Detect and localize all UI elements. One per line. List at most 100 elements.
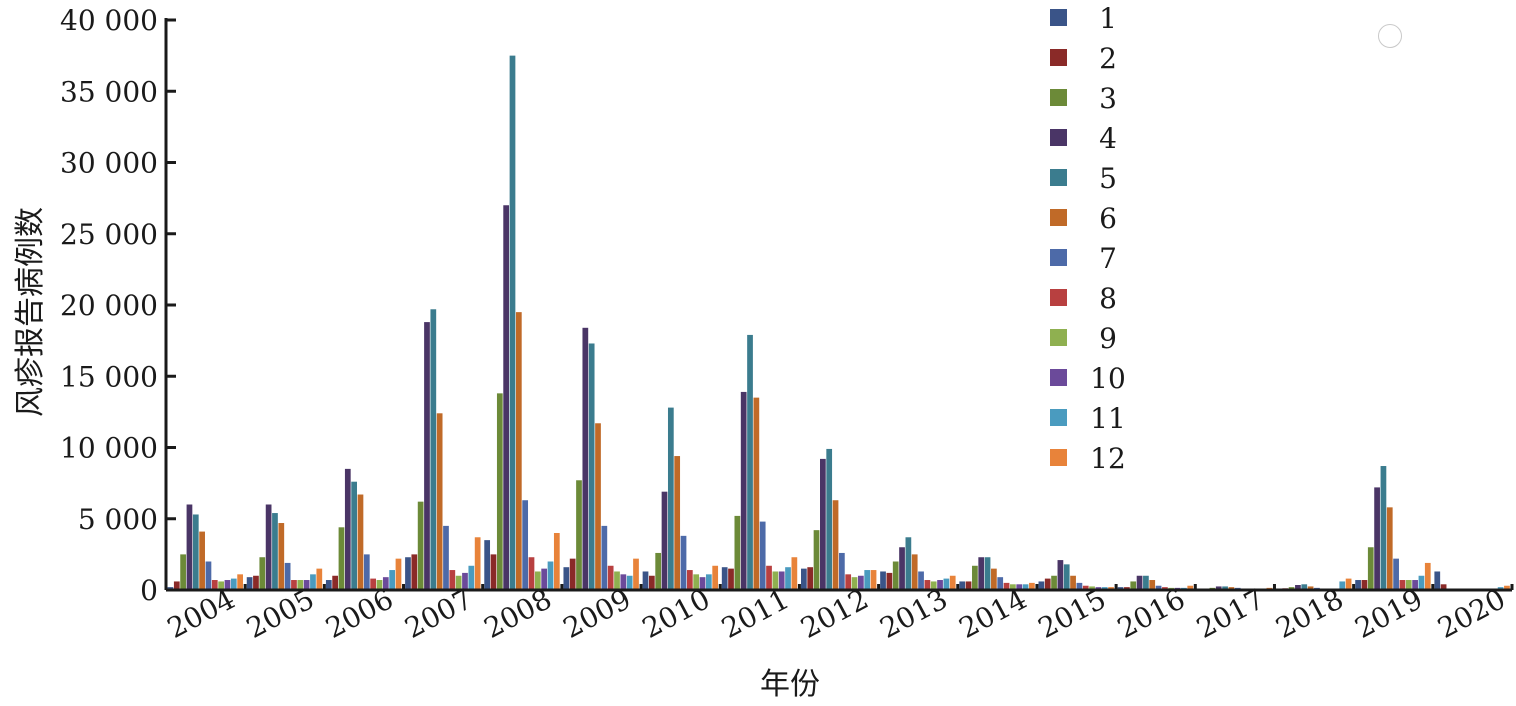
bar-2016-series-3 <box>1130 581 1137 590</box>
bar-2016-series-4 <box>1136 575 1143 590</box>
bar-2012-series-2 <box>807 567 814 590</box>
bar-2018-series-4 <box>1295 585 1301 590</box>
bar-2006-series-9 <box>376 580 383 590</box>
x-ticks-layer: 2004 2005 2006 2007 2008 2009 2010 2011 2012 2013… <box>162 582 1514 645</box>
bar-2010-series-6 <box>674 456 681 590</box>
bar-2006-series-11 <box>389 570 396 590</box>
bar-2016-series-7 <box>1155 585 1162 590</box>
bar-2011-series-7 <box>759 521 766 590</box>
x-tick-label: 2012 <box>795 582 873 645</box>
bar-2006-series-6 <box>357 494 364 590</box>
bar-2014-series-9 <box>1010 584 1016 590</box>
bar-2013-series-3 <box>892 561 899 590</box>
bar-2019-series-11 <box>1418 575 1425 590</box>
legend-swatch-12 <box>1050 449 1067 466</box>
bar-2005-series-8 <box>291 580 297 590</box>
x-tick-label: 2005 <box>241 582 319 645</box>
legend-label-2: 2 <box>1099 42 1117 75</box>
bar-2005-series-2 <box>253 575 259 590</box>
bar-2007-series-3 <box>417 501 424 590</box>
x-tick-label: 2004 <box>162 582 240 645</box>
bar-2008-series-12 <box>553 533 560 590</box>
bar-2007-series-8 <box>449 570 456 590</box>
bar-2019-series-1 <box>1355 580 1361 590</box>
bar-2019-series-8 <box>1399 580 1406 590</box>
legend-label-3: 3 <box>1099 82 1117 115</box>
bar-2011-series-10 <box>778 571 785 590</box>
y-tick-label: 40 000 <box>60 4 158 37</box>
bar-2012-series-10 <box>858 575 864 590</box>
y-tick-label: 10 000 <box>60 432 158 465</box>
legend-swatch-2 <box>1050 49 1067 66</box>
legend-label-10: 10 <box>1090 362 1126 395</box>
bar-2012-series-6 <box>832 500 839 590</box>
bar-2011-series-11 <box>785 567 791 590</box>
bar-2013-series-1 <box>880 571 886 590</box>
bar-2007-series-7 <box>443 525 449 591</box>
bar-2009-series-9 <box>614 571 620 590</box>
bar-2012-series-3 <box>813 530 820 590</box>
bar-2008-series-5 <box>509 55 516 591</box>
bar-2012-series-4 <box>820 458 826 590</box>
bar-2016-series-12 <box>1187 585 1194 590</box>
bar-2004-series-12 <box>237 574 243 590</box>
legend-label-11: 11 <box>1090 402 1126 435</box>
bar-2011-series-8 <box>766 565 772 590</box>
bar-2015-series-5 <box>1063 564 1070 590</box>
bar-2012-series-1 <box>801 568 807 591</box>
bar-2006-series-12 <box>395 558 402 590</box>
x-tick-label: 2020 <box>1432 582 1510 645</box>
legend-swatch-6 <box>1050 209 1067 226</box>
bar-2009-series-5 <box>588 343 595 590</box>
bar-2006-series-5 <box>351 481 357 590</box>
bar-2014-series-1 <box>959 581 966 590</box>
y-tick-label: 30 000 <box>60 147 158 180</box>
bar-2005-series-11 <box>310 574 316 590</box>
bar-2006-series-7 <box>363 554 370 591</box>
bar-2013-series-9 <box>930 581 937 590</box>
legend-swatch-4 <box>1050 129 1067 146</box>
axes-layer <box>164 18 1512 592</box>
bar-2020-series-1 <box>1434 571 1441 590</box>
bar-2006-series-8 <box>370 578 377 590</box>
legend-swatch-10 <box>1050 369 1067 386</box>
bar-2010-series-7 <box>680 535 687 590</box>
bar-2009-series-12 <box>633 558 639 590</box>
y-tick-label: 5 000 <box>78 503 158 536</box>
x-tick-label: 2011 <box>716 582 794 645</box>
bar-2009-series-10 <box>620 574 627 590</box>
bar-2015-series-7 <box>1076 582 1083 591</box>
x-tick-label: 2008 <box>479 582 557 645</box>
y-tick-label: 0 <box>140 574 158 607</box>
legend-label-9: 9 <box>1099 322 1117 355</box>
x-tick-label: 2016 <box>1112 582 1190 645</box>
bar-2005-series-5 <box>272 513 278 590</box>
legend-label-4: 4 <box>1099 122 1117 155</box>
bar-2010-series-1 <box>642 571 649 590</box>
bar-2004-series-10 <box>224 580 231 590</box>
bar-2016-series-6 <box>1149 580 1156 590</box>
bar-2008-series-2 <box>490 554 497 591</box>
bar-2009-series-1 <box>563 567 570 590</box>
bar-2015-series-1 <box>1038 581 1045 590</box>
legend-swatch-9 <box>1050 329 1067 346</box>
legend-label-7: 7 <box>1099 242 1117 275</box>
bar-2014-series-12 <box>1029 582 1035 591</box>
bar-2008-series-6 <box>515 312 522 591</box>
bar-2011-series-6 <box>753 397 760 591</box>
x-tick-label: 2017 <box>1191 582 1269 645</box>
bar-2007-series-11 <box>468 565 475 590</box>
legend-swatch-3 <box>1050 89 1067 106</box>
legend-swatch-11 <box>1050 409 1067 426</box>
y-tick-label: 20 000 <box>60 289 158 322</box>
legend-label-1: 1 <box>1099 2 1117 35</box>
bar-2012-series-11 <box>864 570 871 590</box>
bar-2013-series-6 <box>911 554 918 591</box>
bar-2018-series-11 <box>1339 581 1346 590</box>
bar-2014-series-3 <box>972 565 978 590</box>
bar-2011-series-4 <box>740 391 747 590</box>
bar-2020-series-2 <box>1440 584 1447 590</box>
y-axis-title: 风疹报告病例数 <box>13 207 48 417</box>
bar-2020-series-12 <box>1504 585 1510 590</box>
y-tick-label: 35 000 <box>60 75 158 108</box>
